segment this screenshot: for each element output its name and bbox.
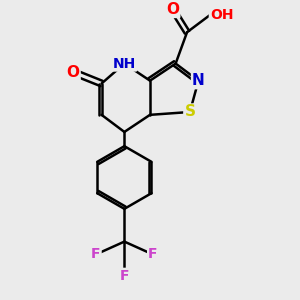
Text: F: F	[148, 248, 158, 261]
Text: F: F	[91, 248, 101, 261]
Text: O: O	[166, 2, 179, 17]
Text: N: N	[192, 73, 205, 88]
Text: S: S	[184, 104, 195, 119]
Text: OH: OH	[210, 8, 233, 22]
Text: NH: NH	[113, 57, 136, 70]
Text: F: F	[120, 269, 129, 283]
Text: O: O	[67, 64, 80, 80]
